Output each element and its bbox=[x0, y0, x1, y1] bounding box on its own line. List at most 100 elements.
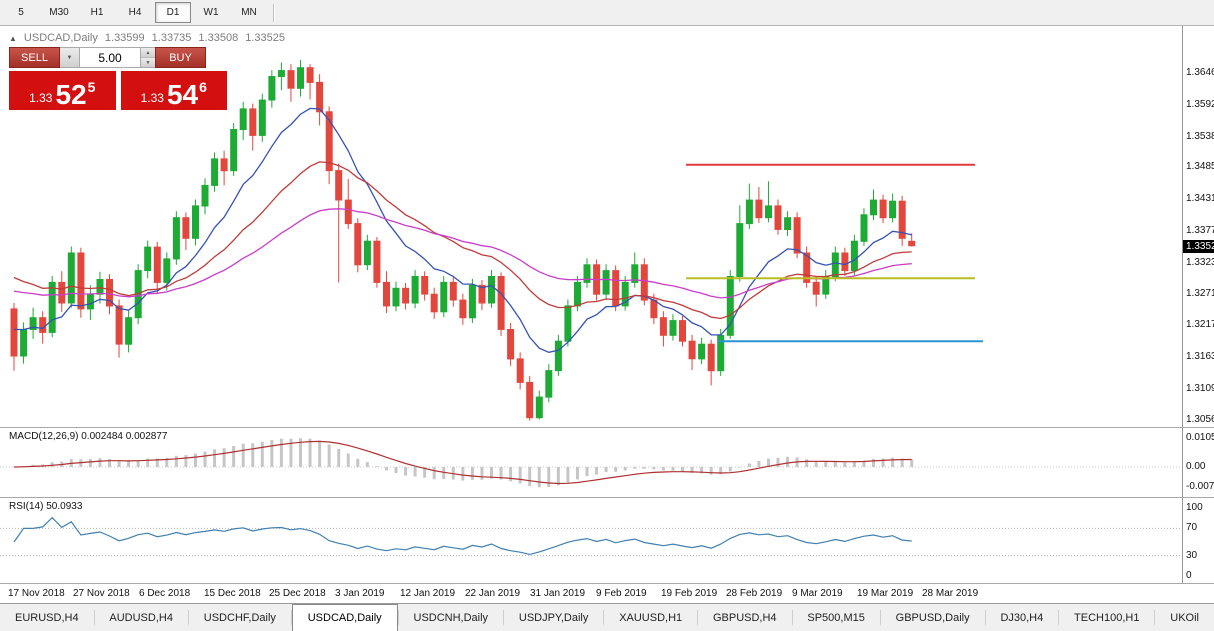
rsi-axis-label: 70 bbox=[1186, 522, 1198, 533]
tab-separator bbox=[879, 610, 881, 625]
ask-price-pip: 6 bbox=[199, 79, 207, 95]
tab-separator bbox=[984, 610, 986, 625]
volume-decrease-button[interactable]: ▼ bbox=[141, 58, 155, 67]
buy-button[interactable]: BUY bbox=[155, 47, 206, 68]
macd-panel: MACD(12,26,9) 0.002484 0.002877 0.010525… bbox=[0, 428, 1214, 497]
timeframe-button-mn[interactable]: MN bbox=[241, 7, 257, 18]
rsi-canvas[interactable] bbox=[0, 498, 1182, 583]
panel-splitter[interactable] bbox=[0, 497, 1214, 498]
macd-canvas[interactable] bbox=[0, 428, 1182, 497]
price-axis-label: 1.32710 bbox=[1186, 288, 1214, 299]
chart-tab-usdjpy[interactable]: USDJPY,Daily bbox=[518, 611, 589, 624]
price-axis-label: 1.35380 bbox=[1186, 131, 1214, 142]
price-chart-canvas[interactable] bbox=[0, 26, 1182, 427]
price-axis-label: 1.31090 bbox=[1186, 383, 1214, 394]
rsi-label: RSI(14) 50.0933 bbox=[9, 501, 83, 512]
time-axis-label: 3 Jan 2019 bbox=[335, 588, 385, 599]
rsi-panel: RSI(14) 50.0933 100 70 30 0 bbox=[0, 498, 1214, 583]
timeframe-toolbar: 5 M30 H1 H4 D1 W1 MN bbox=[0, 0, 1214, 26]
chart-tab-sp500[interactable]: SP500,M15 bbox=[807, 611, 865, 624]
rsi-axis-label: 30 bbox=[1186, 550, 1198, 561]
time-axis-label: 6 Dec 2018 bbox=[139, 588, 191, 599]
price-axis-label: 1.34315 bbox=[1186, 193, 1214, 204]
sell-button[interactable]: SELL bbox=[9, 47, 60, 68]
bid-price-pip: 5 bbox=[87, 79, 96, 95]
chart-tab-usdcnh[interactable]: USDCNH,Daily bbox=[413, 611, 489, 624]
time-axis-label: 27 Nov 2018 bbox=[73, 588, 130, 599]
timeframe-button-d1[interactable]: D1 bbox=[155, 2, 191, 23]
chart-tab-xauusd[interactable]: XAUUSD,H1 bbox=[619, 611, 683, 624]
time-axis-label: 19 Mar 2019 bbox=[857, 588, 914, 599]
price-axis-label: 1.33775 bbox=[1186, 225, 1214, 236]
volume-input[interactable] bbox=[80, 47, 140, 68]
timeframe-button-h4[interactable]: H4 bbox=[128, 7, 142, 18]
quote-row: 1.33 52 5 1.33 54 6 bbox=[9, 71, 227, 110]
time-axis-label: 22 Jan 2019 bbox=[465, 588, 521, 599]
time-axis-label: 12 Jan 2019 bbox=[400, 588, 456, 599]
chevron-down-icon: ▼ bbox=[66, 54, 73, 61]
chart-tab-gbpusd[interactable]: GBPUSD,H4 bbox=[712, 611, 777, 624]
price-axis-label: 1.34855 bbox=[1186, 161, 1214, 172]
macd-axis-label: 0.00 bbox=[1186, 461, 1206, 472]
chart-tab-gbpusd[interactable]: GBPUSD,Daily bbox=[895, 611, 970, 624]
chart-tab-audusd[interactable]: AUDUSD,H4 bbox=[109, 611, 173, 624]
chart-tab-eurusd[interactable]: EURUSD,H4 bbox=[15, 611, 79, 624]
volume-increase-button[interactable]: ▲ bbox=[141, 48, 155, 58]
time-axis-label: 25 Dec 2018 bbox=[269, 588, 326, 599]
chart-tab-usdchf[interactable]: USDCHF,Daily bbox=[203, 611, 276, 624]
price-chart-panel: ▲ USDCAD,Daily 1.33599 1.33735 1.33508 1… bbox=[0, 26, 1214, 427]
bid-price-box[interactable]: 1.33 52 5 bbox=[9, 71, 116, 110]
time-axis-label: 17 Nov 2018 bbox=[8, 588, 65, 599]
tab-separator bbox=[697, 610, 698, 625]
tab-separator bbox=[1154, 610, 1156, 625]
toolbar-separator bbox=[273, 3, 275, 22]
rsi-axis-label: 0 bbox=[1186, 570, 1192, 581]
tab-separator bbox=[503, 610, 504, 625]
chart-tab-usdcad[interactable]: USDCAD,Daily bbox=[291, 604, 398, 631]
ohlc-close: 1.33525 bbox=[245, 32, 285, 44]
ohlc-high: 1.33735 bbox=[151, 32, 192, 44]
tab-separator bbox=[791, 610, 793, 625]
ohlc-open: 1.33599 bbox=[104, 32, 145, 44]
symbol-direction-icon: ▲ bbox=[9, 33, 17, 43]
ask-price-box[interactable]: 1.33 54 6 bbox=[120, 71, 227, 111]
tab-separator bbox=[397, 610, 399, 625]
timeframe-button-m30[interactable]: M30 bbox=[49, 7, 69, 18]
chart-tab-dj30[interactable]: DJ30,H4 bbox=[1000, 611, 1044, 624]
chart-tab-ukoil[interactable]: UKOil bbox=[1170, 611, 1200, 624]
price-axis-label: 1.33235 bbox=[1186, 257, 1214, 268]
arrow-up-icon: ▲ bbox=[145, 49, 151, 56]
bid-price-main: 52 bbox=[55, 79, 87, 111]
time-axis-label: 15 Dec 2018 bbox=[204, 588, 261, 599]
timeframe-button-5[interactable]: 5 bbox=[18, 7, 24, 18]
tab-separator bbox=[603, 610, 605, 625]
time-axis: 17 Nov 2018 27 Nov 2018 6 Dec 2018 15 Dec 2… bbox=[0, 583, 1214, 603]
timeframe-button-w1[interactable]: W1 bbox=[203, 7, 219, 18]
tab-separator bbox=[187, 610, 189, 625]
price-axis: 1.36460 1.35920 1.35380 1.34855 1.34315 1.337… bbox=[1182, 26, 1214, 427]
timeframe-buttons: 5 M30 H1 H4 D1 W1 MN bbox=[2, 2, 268, 23]
time-axis-label: 28 Mar 2019 bbox=[922, 588, 979, 599]
tab-separator bbox=[290, 610, 292, 625]
macd-label: MACD(12,26,9) 0.002484 0.002877 bbox=[9, 431, 168, 442]
bid-price-prefix: 1.33 bbox=[29, 91, 53, 105]
macd-axis-label: 0.010525 bbox=[1186, 432, 1214, 443]
panel-splitter[interactable] bbox=[0, 427, 1214, 428]
timeframe-button-h1[interactable]: H1 bbox=[90, 7, 104, 18]
price-axis-label: 1.32170 bbox=[1186, 319, 1214, 330]
time-axis-label: 28 Feb 2019 bbox=[726, 588, 783, 599]
price-axis-label: 1.31630 bbox=[1186, 351, 1214, 362]
rsi-axis: 100 70 30 0 bbox=[1182, 498, 1214, 583]
ask-price-main: 54 bbox=[166, 79, 199, 111]
volume-dropdown-button[interactable]: ▼ bbox=[60, 47, 80, 68]
time-axis-label: 9 Feb 2019 bbox=[596, 588, 647, 599]
volume-stepper: ▲ ▼ bbox=[140, 47, 155, 68]
price-axis-label: 1.35920 bbox=[1186, 99, 1214, 110]
price-axis-label: 1.30565 bbox=[1186, 414, 1214, 425]
chart-title: ▲ USDCAD,Daily 1.33599 1.33735 1.33508 1… bbox=[9, 32, 285, 44]
tab-separator bbox=[1058, 610, 1060, 625]
arrow-down-icon: ▼ bbox=[145, 59, 151, 66]
chart-tab-tech100[interactable]: TECH100,H1 bbox=[1074, 611, 1140, 624]
chart-window: ▲ USDCAD,Daily 1.33599 1.33735 1.33508 1… bbox=[0, 26, 1214, 603]
